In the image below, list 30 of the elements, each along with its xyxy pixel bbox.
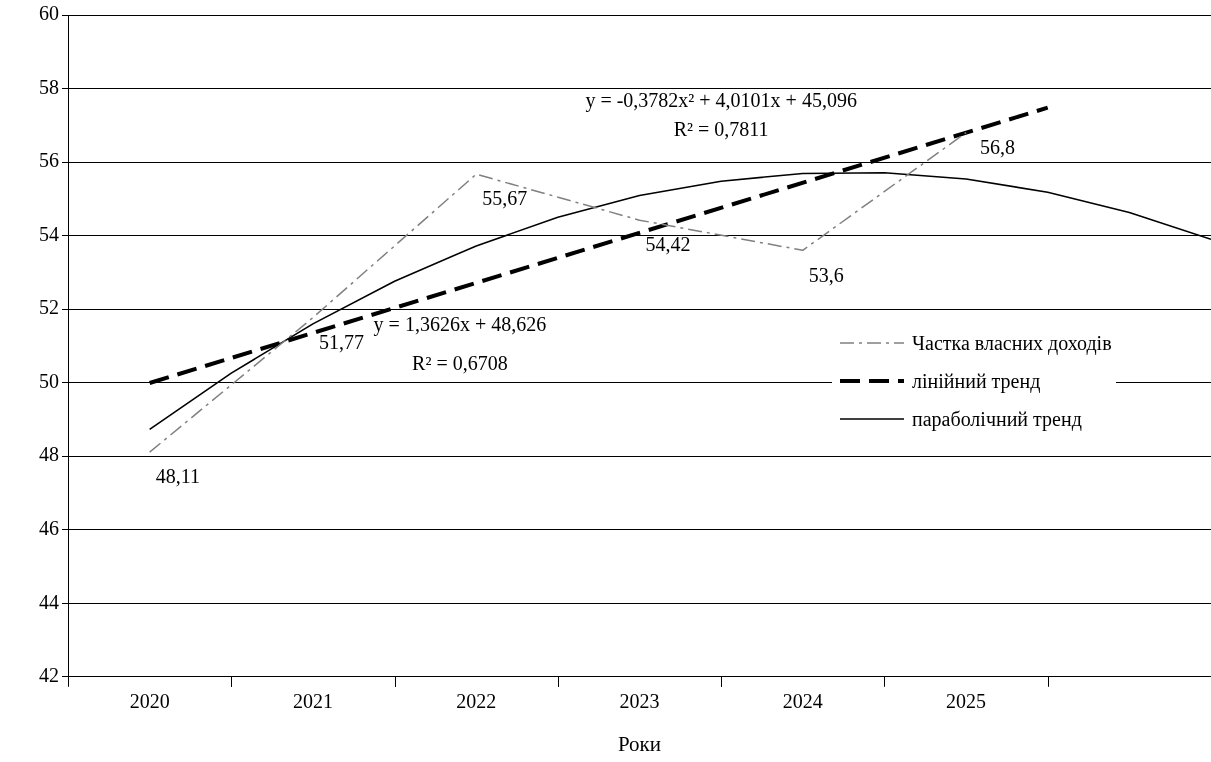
- y-tick-label: 52: [39, 296, 59, 319]
- annotation: y = 1,3626x + 48,626: [373, 312, 547, 336]
- x-tick-label: 2022: [456, 690, 497, 713]
- data-label: 55,67: [482, 187, 528, 210]
- y-tick-label: 54: [39, 222, 59, 245]
- y-tick-label: 42: [39, 664, 59, 687]
- y-tick-label: 44: [39, 590, 59, 613]
- x-tick-label: 2024: [782, 690, 823, 713]
- legend-label: параболічний тренд: [912, 407, 1082, 431]
- y-tick-label: 46: [39, 516, 59, 539]
- y-tick-label: 60: [39, 2, 59, 25]
- x-tick-label: 2023: [619, 690, 660, 713]
- data-label: 56,8: [980, 135, 1016, 158]
- annotation: R² = 0,7811: [673, 118, 769, 141]
- annotation: R² = 0,6708: [412, 351, 508, 374]
- legend-label: Частка власних доходів: [912, 331, 1112, 355]
- x-axis-title: Роки: [617, 731, 662, 756]
- x-tick-label: 2021: [292, 690, 333, 713]
- data-label: 54,42: [645, 233, 691, 256]
- y-tick-label: 58: [39, 75, 59, 98]
- y-tick-label: 50: [39, 369, 59, 392]
- x-tick-label: 2025: [946, 690, 987, 713]
- annotation: y = -0,3782x² + 4,0101x + 45,096: [585, 88, 857, 112]
- x-tick-label: 2020: [129, 690, 170, 713]
- y-tick-label: 56: [39, 149, 59, 172]
- data-label: 53,6: [808, 263, 844, 286]
- legend-label: лінійний тренд: [912, 369, 1041, 393]
- y-tick-label: 48: [39, 443, 59, 466]
- data-label: 48,11: [155, 465, 200, 488]
- data-label: 51,77: [318, 330, 364, 353]
